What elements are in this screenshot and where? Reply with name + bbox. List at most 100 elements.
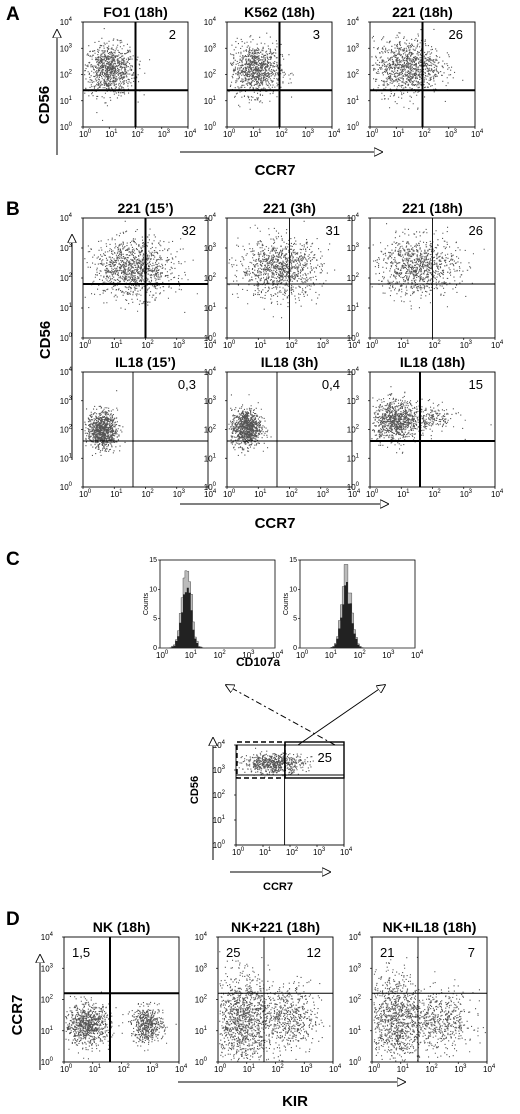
panel-c-scatter-xtick: 103: [313, 847, 326, 857]
panel-d-plot-1-xtick: 100: [60, 1064, 73, 1074]
panel-a-plot-3-xtick: 101: [392, 129, 405, 139]
panel-d-plot-1-ytick: 103: [41, 963, 54, 973]
panel-a-plot-2-ytick: 103: [204, 43, 217, 53]
panel-d-plot-2-xtick: 100: [214, 1064, 227, 1074]
panel-a-plot-3: 100 100 101 101 102 102 103 103 104 104 221 (18h) 2…: [347, 4, 484, 139]
panel-b-plot-1-title: 221 (15’): [117, 200, 173, 216]
panel-a-plot-1-xtick: 104: [184, 129, 197, 139]
solid-gate: [284, 741, 345, 779]
panel-b-plot-6-xtick: 101: [397, 489, 410, 499]
panel-b-plot-6-ytick: 101: [347, 453, 360, 463]
scatter-events: [228, 32, 294, 110]
panel-d-plot-1-xtick: 101: [89, 1064, 102, 1074]
panel-b-plot-1: 100 100 101 101 102 102 103 103 104 104 221 (15’) 3…: [60, 200, 217, 350]
panel-b-plot-6-ytick: 104: [347, 367, 360, 377]
scatter-events: [371, 223, 485, 310]
scatter-events: [371, 386, 492, 454]
histogram-solid-gate-ylabel: Counts: [283, 592, 290, 615]
panel-b-plot-5-title: IL18 (3h): [261, 354, 319, 370]
panel-letter-c: C: [6, 549, 20, 570]
panel-b-plot-2-xtick: 102: [286, 340, 299, 350]
panel-d-plot-3-xtick: 104: [483, 1064, 496, 1074]
histogram-dashed-gate: 0 5 10 15 Counts 100 101 102 103 104: [143, 557, 284, 660]
panel-d-plot-1-ytick: 102: [41, 995, 54, 1005]
histogram-dashed-gate-xtick: 104: [271, 650, 284, 660]
panel-a-xaxis-label: CCR7: [255, 162, 296, 179]
panel-b-plot-6-xtick: 102: [429, 489, 442, 499]
panel-b-plot-4-percentage: 0,3: [178, 377, 196, 392]
panel-b-plot-4-xtick: 100: [79, 489, 92, 499]
panel-d-plot-2-ytick: 100: [195, 1057, 208, 1067]
panel-b-plot-4-xtick: 102: [142, 489, 155, 499]
histogram-solid-gate-xtick: 101: [325, 650, 338, 660]
panel-c-scatter-xtick: 100: [232, 847, 245, 857]
panel-b-plot-4-ytick: 102: [60, 425, 73, 435]
panel-c-scatter-ytick: 103: [213, 765, 226, 775]
panel-a-plot-3-percentage: 26: [449, 27, 463, 42]
hist-xlabel: CD107a: [236, 655, 280, 669]
panel-d-plot-3-ur-percentage: 7: [468, 945, 475, 960]
panel-d-plot-1-xtick: 104: [175, 1064, 188, 1074]
histogram-dashed-gate-xtick: 102: [214, 650, 227, 660]
panel-b-yaxis-label: CD56: [37, 321, 54, 359]
panel-b-plot-6-xtick: 100: [366, 489, 379, 499]
panel-a-plot-3-xtick: 103: [445, 129, 458, 139]
panel-b-plot-1-ytick: 100: [60, 333, 73, 343]
panel-b-plot-2-xtick: 101: [254, 340, 267, 350]
panel-d-plot-1-frame: [63, 936, 180, 1063]
panel-b-plot-5: 100 100 101 101 102 102 103 103 104 104 IL18 (3h)0…: [204, 354, 361, 499]
panel-b-plot-5-ytick: 104: [204, 367, 217, 377]
scatter-events: [237, 747, 314, 779]
panel-a-plot-3-ytick: 103: [347, 43, 360, 53]
panel-b-plot-3-ytick: 102: [347, 273, 360, 283]
histogram-dashed-gate-xtick: 101: [185, 650, 198, 660]
panel-a-plot-2-ytick: 102: [204, 70, 217, 80]
panel-b-plot-2-xtick: 100: [223, 340, 236, 350]
panel-b-plot-4-ytick: 103: [60, 396, 73, 406]
panel-a-plot-1-xtick: 101: [105, 129, 118, 139]
dashed-gate-arrow: [226, 685, 336, 746]
panel-c-yaxis-label: CD56: [189, 776, 201, 804]
panel-b-xaxis-label: CCR7: [255, 515, 296, 532]
panel-b-plot-6-percentage: 15: [469, 377, 483, 392]
panel-b-plot-2-ytick: 103: [204, 243, 217, 253]
panel-b-plot-1-xtick: 100: [79, 340, 92, 350]
scatter-events: [371, 28, 464, 110]
histogram-dashed-gate-ytick: 0: [153, 645, 157, 652]
panel-b-plot-6-xtick: 104: [491, 489, 504, 499]
panel-a-plot-1-percentage: 2: [169, 27, 176, 42]
panel-b-plot-1-ytick: 102: [60, 273, 73, 283]
panel-b-plot-5-xtick: 101: [254, 489, 267, 499]
histogram-solid-gate-ytick: 0: [293, 645, 297, 652]
panel-b-plot-1-xtick: 101: [110, 340, 123, 350]
panel-b-plot-6-ytick: 102: [347, 425, 360, 435]
panel-b-plot-2: 100 100 101 101 102 102 103 103 104 104 221 (3h) 31: [204, 200, 361, 350]
panel-a-plot-3-xtick: 104: [471, 129, 484, 139]
panel-d-plot-1-xtick: 102: [118, 1064, 131, 1074]
panel-b-plot-2-percentage: 31: [326, 223, 340, 238]
panel-b-plot-6-ytick: 103: [347, 396, 360, 406]
panel-b-plot-5-ytick: 102: [204, 425, 217, 435]
histogram-solid-gate-frame: [299, 559, 416, 649]
histogram-dashed-gate-ylabel: Counts: [143, 592, 150, 615]
panel-a-plot-2: 100 100 101 101 102 102 103 103 104 104 K562 (18h)…: [204, 4, 341, 139]
panel-d-plot-3-ytick: 104: [349, 932, 362, 942]
panel-d-plot-1-ytick: 100: [41, 1057, 54, 1067]
panel-c-scatter: 100 100 101 101 102 102 103 103 104 104 25: [213, 740, 353, 857]
panel-b-plot-4-ytick: 104: [60, 367, 73, 377]
panel-b-plot-6-title: IL18 (18h): [400, 354, 465, 370]
panel-d-xaxis-label: KIR: [282, 1093, 308, 1110]
histogram-solid-gate-overlay-histogram: [300, 564, 415, 649]
histogram-solid-gate-ytick: 10: [289, 586, 297, 593]
panel-c-scatter-ytick: 104: [213, 740, 226, 750]
panel-a-plot-2-xtick: 102: [276, 129, 289, 139]
panel-b-plot-3-ytick: 100: [347, 333, 360, 343]
panel-a-plot-2-xtick: 101: [249, 129, 262, 139]
panel-a-plot-2-xtick: 100: [223, 129, 236, 139]
panel-c-scatter-ytick: 100: [213, 840, 226, 850]
panel-b-plot-4-xtick: 101: [110, 489, 123, 499]
histogram-solid-gate-xtick: 100: [296, 650, 309, 660]
panel-b-plot-5-xtick: 100: [223, 489, 236, 499]
panel-b-plot-4-xtick: 103: [173, 489, 186, 499]
